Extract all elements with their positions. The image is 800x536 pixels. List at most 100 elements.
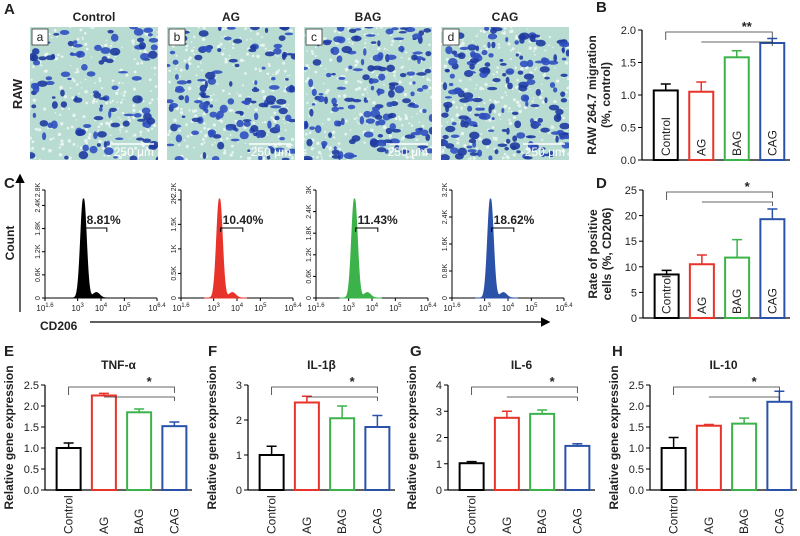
cell [365, 34, 376, 37]
speckle [404, 114, 408, 118]
speckle [216, 44, 221, 49]
speckle [548, 35, 552, 39]
speckle [501, 32, 503, 34]
tick-base: 10 [254, 304, 263, 313]
speckle [529, 88, 531, 90]
cell [527, 135, 532, 139]
cell [31, 83, 39, 86]
y-tick-label: 0.8K [442, 263, 449, 278]
significance-bracket [271, 386, 378, 401]
y-tick-label: 0.5K [171, 266, 178, 281]
cell [561, 46, 565, 54]
y-tick-label: 3 [236, 380, 242, 392]
chart-title: IL-6 [511, 358, 533, 372]
cell [398, 31, 407, 34]
speckle [517, 51, 520, 55]
speckle [85, 127, 89, 131]
cell [258, 102, 268, 108]
cell [204, 71, 216, 80]
speckle [538, 130, 540, 133]
cell [450, 147, 459, 154]
speckle [357, 86, 362, 91]
tick-base: 10 [72, 304, 81, 313]
speckle [47, 127, 50, 130]
speckle [477, 137, 480, 140]
tag: c [311, 30, 317, 44]
speckle [143, 50, 146, 53]
speckle [508, 118, 511, 122]
cell [424, 68, 432, 74]
speckle [216, 83, 219, 86]
cell [247, 149, 251, 153]
speckle [503, 27, 507, 30]
significance: ** [742, 19, 753, 34]
speckle [511, 88, 514, 91]
speckle [426, 91, 428, 93]
significance-bracket [666, 191, 773, 206]
tick-exp: 6.4 [564, 303, 573, 309]
speckle [201, 69, 203, 72]
x-tick-label: 104 [502, 303, 515, 313]
cell [204, 108, 209, 114]
speckle [469, 142, 472, 146]
speckle [175, 67, 178, 70]
speckle [221, 27, 225, 31]
cell [304, 66, 309, 71]
cell [123, 113, 135, 117]
cell [475, 107, 483, 111]
speckle [179, 111, 184, 115]
cell [516, 150, 521, 154]
cell [265, 95, 277, 104]
speckle [138, 80, 141, 83]
cell [467, 149, 477, 153]
cell [394, 85, 405, 94]
gate-label: 18.62% [494, 213, 535, 227]
speckle [401, 124, 404, 127]
speckle [150, 98, 154, 102]
cell [348, 28, 357, 34]
speckle [140, 61, 144, 65]
speckle [221, 89, 225, 93]
cell [264, 51, 275, 57]
category-label: BAG [737, 509, 751, 534]
cell [235, 110, 244, 114]
cell [477, 149, 483, 157]
speckle [561, 149, 566, 153]
speckle [314, 46, 317, 49]
micrograph-title: AG [222, 10, 240, 24]
speckle [200, 155, 203, 158]
y-axis-label: (%, control) [599, 62, 613, 128]
cell [338, 106, 344, 110]
category-label: AG [695, 297, 709, 314]
cell [233, 38, 243, 44]
speckle [326, 145, 329, 148]
x-tick-label: 103 [343, 303, 356, 313]
speckle [394, 117, 398, 121]
speckle [567, 152, 569, 156]
speckle [184, 48, 188, 52]
speckle [463, 144, 467, 148]
speckle [532, 97, 535, 99]
tag: d [448, 30, 455, 44]
cell [448, 58, 458, 66]
cell [338, 76, 346, 80]
speckle [354, 87, 358, 92]
speckle [175, 106, 180, 111]
tick-base: 10 [231, 304, 240, 313]
speckle [344, 119, 348, 123]
speckle [469, 157, 472, 160]
speckle [344, 132, 348, 136]
speckle [43, 69, 47, 73]
speckle [494, 100, 498, 104]
micrograph [30, 27, 158, 160]
cell [273, 47, 282, 55]
cell [209, 104, 214, 108]
bar [724, 256, 751, 320]
panel-letter: F [208, 343, 217, 360]
cell [484, 27, 490, 31]
speckle [409, 81, 413, 85]
cell [497, 143, 508, 147]
speckle [109, 101, 112, 104]
speckle [248, 156, 252, 160]
speckle [234, 119, 237, 123]
